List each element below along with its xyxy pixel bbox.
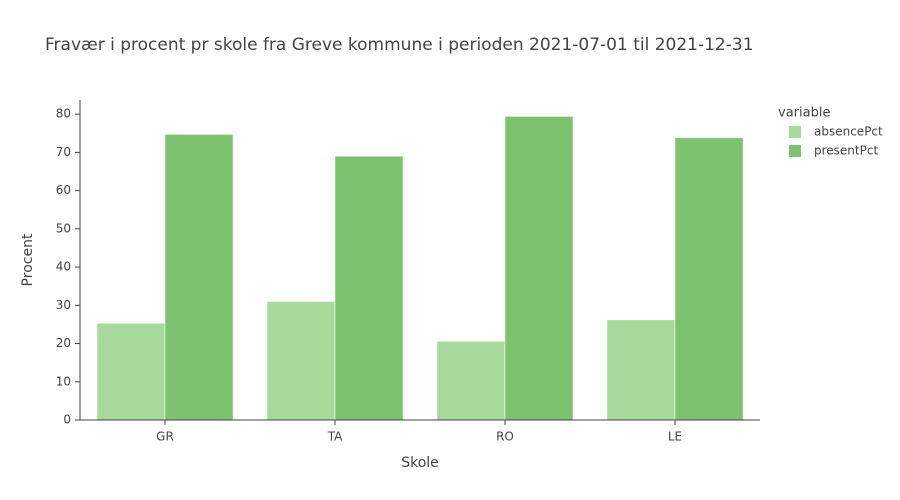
bar [164,134,234,421]
y-tick-label: 30 [56,298,71,312]
legend-swatch [789,126,801,138]
legend-swatch [789,145,801,157]
legend-title: variable [778,106,830,121]
x-tick-label: TA [327,430,343,444]
bar [266,301,336,421]
x-axis-title: Skole [401,455,439,471]
y-tick-label: 70 [56,145,71,159]
chart-title: Fravær i procent pr skole fra Greve komm… [45,35,754,55]
y-axis-title: Procent [20,233,36,286]
y-tick-label: 60 [56,183,71,197]
bar [606,319,676,421]
y-tick-label: 0 [63,413,71,427]
bar [436,340,506,421]
y-tick-label: 50 [56,221,71,235]
y-tick-label: 10 [56,374,71,388]
legend-label: presentPct [814,144,878,158]
legend-label: absencePct [814,125,883,139]
y-tick-label: 80 [56,107,71,121]
bar [674,137,744,421]
x-tick-label: LE [668,430,682,444]
x-tick-label: GR [156,430,174,444]
bar [504,116,574,421]
x-tick-label: RO [496,430,514,444]
bar [334,155,404,421]
y-tick-label: 40 [56,260,71,274]
bar [96,323,166,421]
y-tick-label: 20 [56,336,71,350]
